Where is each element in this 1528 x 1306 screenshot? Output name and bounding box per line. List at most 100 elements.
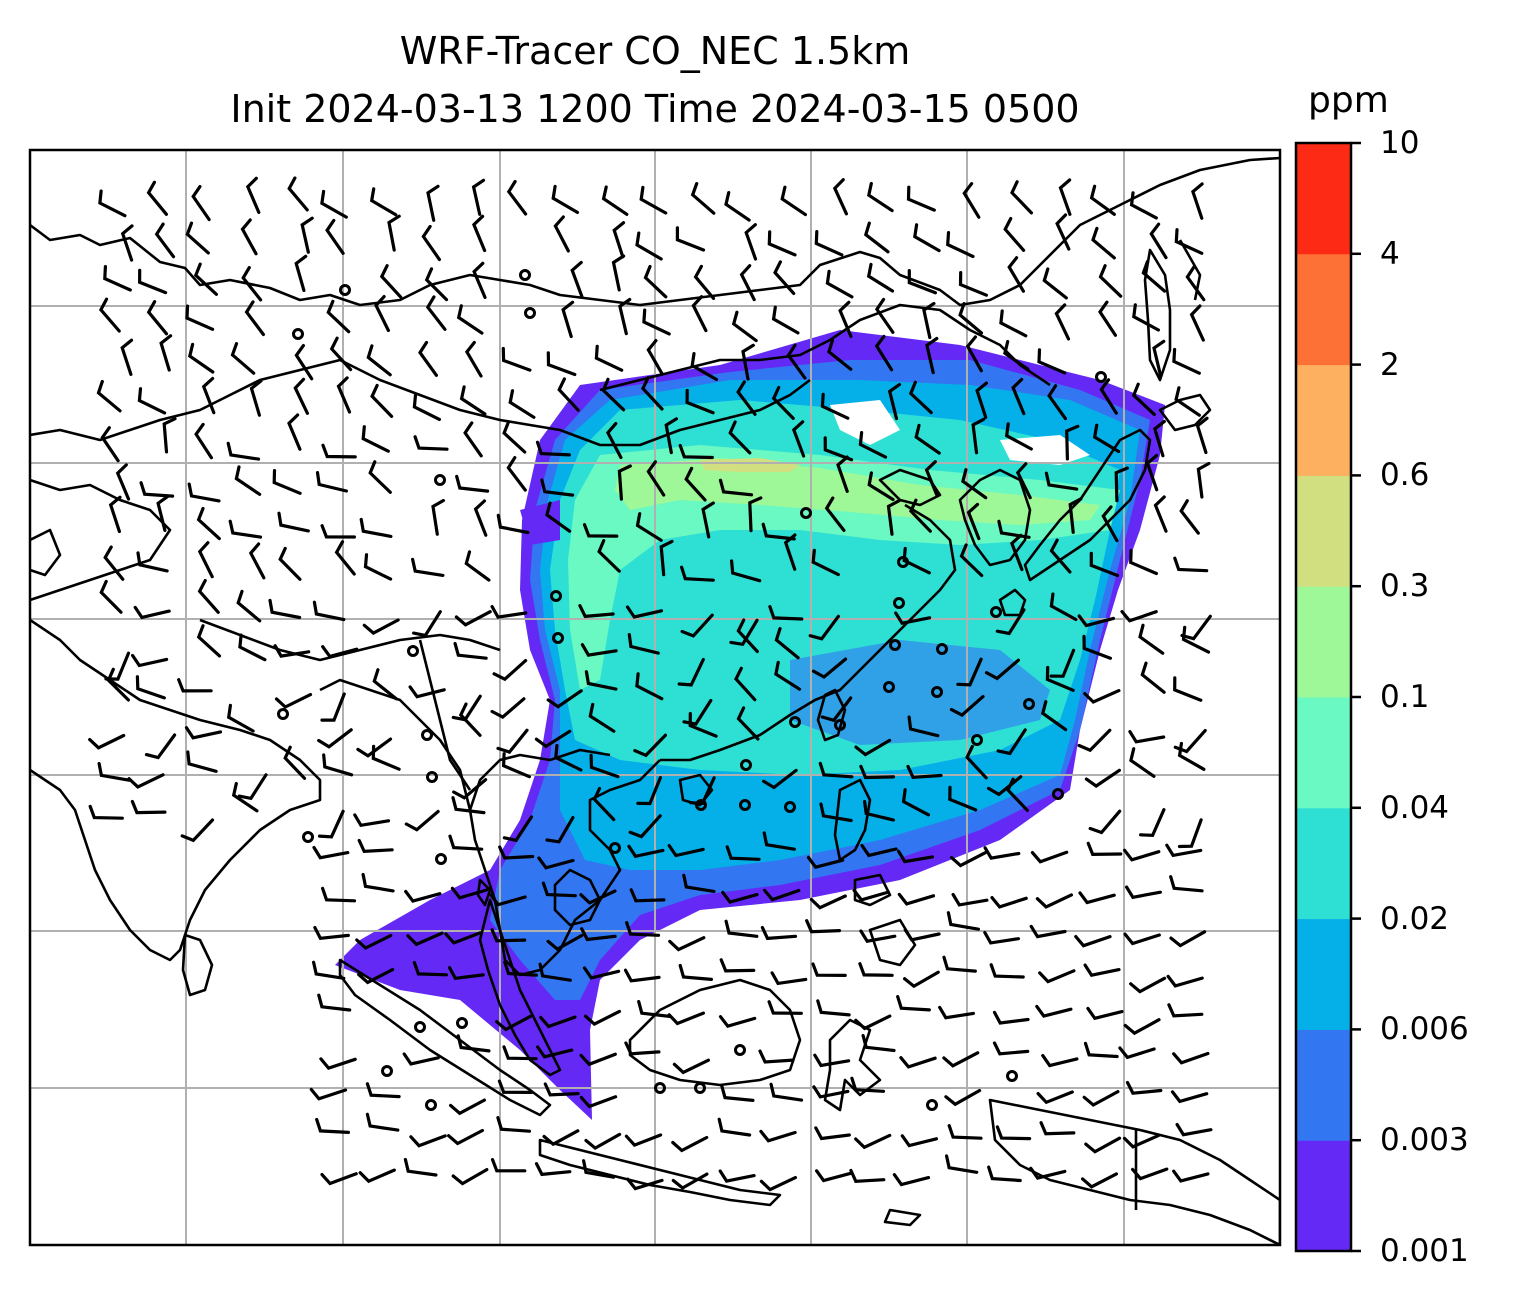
wind-barb: [1131, 382, 1156, 416]
wind-barb: [412, 393, 441, 421]
wind-barb: [863, 800, 895, 822]
wind-barb: [958, 302, 984, 335]
wind-barb: [1129, 191, 1158, 220]
wind-barb: [300, 216, 314, 254]
wind-barb: [1098, 264, 1123, 298]
wind-barb: [1044, 471, 1079, 491]
wind-barb: [815, 1169, 853, 1183]
wind-barb: [283, 745, 307, 780]
wind-barb: [744, 223, 758, 261]
wind-barb: [431, 498, 445, 536]
wind-barb: [146, 300, 169, 336]
wind-barb: [597, 539, 621, 573]
wind-barb: [99, 579, 123, 614]
wind-barb: [451, 694, 482, 722]
wind-barb: [836, 455, 849, 493]
wind-barb: [1129, 976, 1167, 994]
wind-barb: [874, 297, 895, 334]
wind-barb: [992, 1010, 1030, 1025]
wind-barb: [185, 304, 215, 331]
wind-barb: [372, 668, 398, 701]
wind-barb: [771, 305, 800, 335]
wind-barb: [995, 608, 1026, 636]
wind-barb: [201, 376, 216, 415]
wind-barb: [850, 1076, 886, 1093]
coastline-korea: [958, 468, 1032, 567]
calm-wind-circle: [926, 1099, 938, 1111]
wind-barb: [992, 1041, 1030, 1056]
co-patch-north-blank: [830, 400, 900, 445]
wind-barb: [193, 262, 218, 296]
wind-barb: [624, 1041, 661, 1056]
wind-barb: [990, 896, 1028, 909]
wind-barb: [374, 295, 390, 333]
wind-barb: [646, 460, 666, 497]
wind-barb: [1169, 875, 1204, 893]
wind-barb: [312, 960, 346, 980]
wind-barb: [471, 178, 486, 216]
colorbar-band-6: [1296, 475, 1351, 587]
wind-barb: [448, 834, 484, 851]
wind-barb: [406, 931, 444, 947]
wind-barb: [1037, 348, 1067, 375]
wind-barb: [786, 343, 807, 380]
wind-barb: [584, 1132, 622, 1151]
wind-barb: [546, 933, 584, 952]
colorbar-tick-label: 0.006: [1380, 1011, 1469, 1048]
wind-barb: [196, 506, 221, 541]
wind-barb: [900, 1134, 938, 1148]
wind-barb: [1042, 267, 1068, 300]
wind-barb: [763, 888, 801, 902]
wind-barb: [1152, 339, 1166, 377]
wind-barb: [449, 1098, 486, 1116]
wind-barb: [156, 494, 170, 532]
wind-barb: [1180, 614, 1212, 641]
wind-barb: [1029, 1166, 1067, 1180]
colorbar-band-8: [1296, 253, 1351, 366]
wind-barb: [805, 919, 842, 934]
wind-barb: [194, 422, 213, 460]
colorbar-unit-label: ppm: [1308, 80, 1389, 121]
wind-barb: [561, 300, 575, 339]
wind-barb: [1172, 347, 1201, 375]
wind-barb: [579, 1052, 617, 1067]
wind-barb: [812, 1085, 850, 1099]
wind-barb: [741, 343, 755, 381]
coastline-philippines-mindanao: [868, 918, 917, 967]
wind-barb: [1191, 182, 1204, 220]
wind-barb: [146, 180, 168, 216]
colorbar-band-0: [1296, 1140, 1351, 1252]
wind-barb: [724, 191, 751, 222]
wind-barb: [1047, 384, 1067, 421]
wind-barb: [501, 752, 531, 779]
wind-barb: [908, 498, 932, 533]
wind-barb: [329, 336, 353, 372]
wind-barb: [413, 435, 449, 451]
wind-barb: [675, 226, 706, 252]
wind-barb: [425, 295, 447, 331]
wind-barb: [1114, 466, 1129, 503]
wind-barb: [1129, 747, 1156, 778]
wind-barb: [336, 376, 352, 414]
wind-barb: [451, 796, 486, 815]
wind-barb: [1173, 676, 1203, 702]
wind-barb: [1049, 538, 1072, 574]
wind-barb: [734, 666, 757, 702]
wind-barb: [421, 224, 441, 262]
colorbar-frame: [1294, 141, 1353, 1253]
wind-barb: [579, 1095, 618, 1109]
wind-barb: [1166, 974, 1204, 988]
wind-barb: [819, 802, 853, 823]
wind-barb: [814, 230, 844, 257]
calm-wind-circle: [609, 842, 621, 854]
wind-barb: [1129, 548, 1158, 576]
calm-wind-circle: [407, 645, 419, 657]
co-layer-03: [700, 458, 800, 472]
wind-barb: [1132, 303, 1160, 332]
wind-barb: [718, 1015, 757, 1029]
calm-wind-circle: [695, 799, 707, 811]
wind-barb: [358, 1168, 396, 1184]
wind-barb: [540, 478, 575, 497]
wind-barb: [682, 698, 713, 726]
